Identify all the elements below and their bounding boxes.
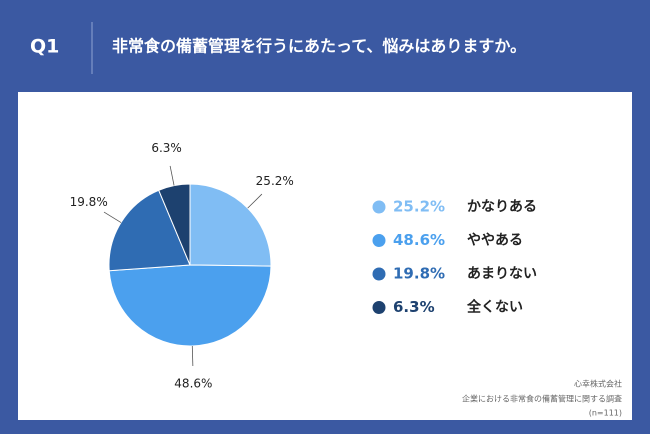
legend-marker bbox=[372, 301, 386, 314]
legend-marker bbox=[372, 267, 386, 281]
leader-line bbox=[169, 165, 175, 186]
data-label: 48.6% bbox=[174, 376, 212, 390]
question-title: 非常食の備蓄管理を行うにあたって、悩みはありますか。 bbox=[112, 37, 526, 56]
chart: 25.2% 25.2% かなりある 48.6% 48.6% ややある 19.8% 19.8% あ… bbox=[70, 141, 537, 391]
legend-label: かなりある bbox=[467, 199, 537, 215]
legend-value: 25.2% bbox=[393, 198, 445, 216]
pie-slice bbox=[108, 264, 272, 347]
legend-label: 全くない bbox=[466, 299, 523, 316]
leader-line bbox=[191, 345, 194, 366]
data-label: 6.3% bbox=[151, 141, 182, 155]
data-label: 19.8% bbox=[70, 195, 108, 209]
question-label: Q1 bbox=[30, 36, 59, 58]
data-label: 25.2% bbox=[256, 174, 294, 188]
legend-marker bbox=[372, 200, 386, 214]
pie-slice bbox=[158, 183, 191, 266]
legend-label: あまりない bbox=[467, 266, 537, 282]
legend-marker bbox=[372, 234, 386, 247]
survey: 企業における非常食の備蓄管理に関する調査 bbox=[462, 394, 622, 404]
legend-value: 19.8% bbox=[393, 265, 445, 283]
legend-value: 48.6% bbox=[393, 231, 445, 249]
pie-slice bbox=[108, 189, 191, 272]
legend-value: 6.3% bbox=[393, 298, 435, 316]
leader-line bbox=[247, 193, 263, 209]
leader-line bbox=[103, 211, 122, 223]
company: 心幸株式会社 bbox=[574, 379, 622, 389]
sample: (n=111) bbox=[589, 409, 622, 418]
legend-label: ややある bbox=[467, 233, 523, 249]
